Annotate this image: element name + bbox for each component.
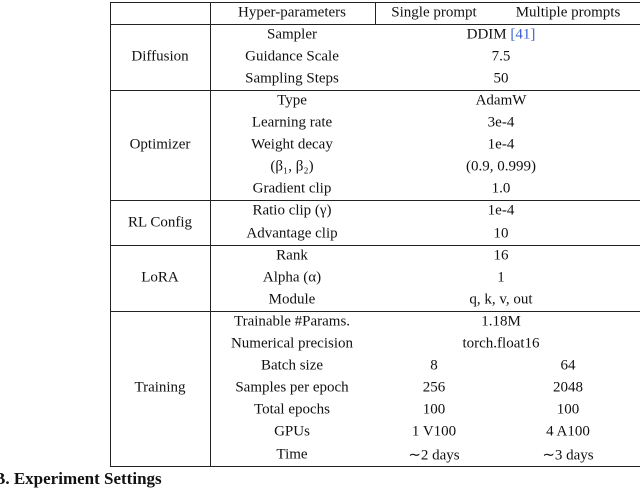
parameter: Samples per epoch: [235, 379, 349, 396]
parameter: Module: [268, 291, 316, 308]
parameter: Gradient clip: [252, 180, 332, 197]
value: q, k, v, out: [469, 291, 533, 308]
parameter: Trainable #Params.: [233, 313, 351, 330]
rule: [110, 1, 111, 467]
value: (0.9, 0.999): [466, 158, 536, 175]
parameter: Advantage clip: [246, 225, 338, 242]
column-header: Hyper-parameters: [238, 4, 346, 21]
value: 10: [493, 225, 509, 242]
multiple-value: 2048: [553, 379, 583, 396]
parameter: Sampling Steps: [245, 70, 339, 87]
rule: [110, 244, 640, 246]
rule: [110, 200, 640, 202]
parameter: Guidance Scale: [245, 48, 339, 65]
multiple-value: ∼3 days: [542, 447, 594, 464]
parameter: (β₁, β₂): [270, 158, 314, 175]
rule: [110, 23, 640, 25]
rule: [210, 1, 211, 467]
parameter: Type: [277, 92, 307, 109]
single-value: 100: [422, 401, 446, 418]
value: torch.float16: [462, 335, 540, 352]
single-value: 1 V100: [411, 423, 457, 440]
parameter: Ratio clip (γ): [252, 202, 332, 219]
parameter: Rank: [276, 247, 308, 264]
parameter: Total epochs: [253, 401, 331, 418]
value: AdamW: [475, 92, 527, 109]
parameter: GPUs: [274, 423, 310, 440]
value: 1.0: [491, 180, 511, 197]
group-name: LoRA: [141, 269, 179, 286]
column-header: Multiple prompts: [515, 4, 621, 21]
value: 1e-4: [487, 202, 515, 219]
single-value: 8: [430, 357, 438, 374]
rule: [375, 1, 376, 24]
parameter: Numerical precision: [230, 335, 354, 352]
value: 1: [497, 269, 505, 286]
citation: [41]: [510, 26, 536, 43]
section-heading: B. Experiment Settings: [0, 469, 162, 488]
multiple-value: 4 A100: [546, 423, 590, 440]
single-value: 256: [422, 379, 446, 396]
rule: [110, 89, 640, 91]
value: DDIM: [466, 26, 507, 43]
parameter: Alpha (α): [262, 269, 322, 286]
parameter: Learning rate: [251, 114, 333, 131]
value: 16: [493, 247, 509, 264]
multiple-value: 64: [560, 357, 576, 374]
rule: [110, 465, 640, 467]
value: 50: [493, 70, 509, 87]
value: DDIM [41]: [467, 26, 536, 43]
parameter: Weight decay: [251, 136, 333, 153]
parameter: Sampler: [267, 26, 317, 43]
parameter: Time: [276, 446, 308, 463]
value: 1.18M: [481, 313, 521, 330]
parameter: Batch size: [260, 357, 324, 374]
group-name: Training: [134, 379, 186, 396]
value: 7.5: [491, 48, 511, 65]
rule: [110, 310, 640, 312]
column-header: Single prompt: [391, 4, 477, 21]
group-name: Diffusion: [131, 48, 189, 65]
group-name: Optimizer: [129, 136, 191, 153]
multiple-value: 100: [556, 401, 580, 418]
single-value: ∼2 days: [408, 447, 460, 464]
value: 1e-4: [487, 136, 515, 153]
value: 3e-4: [487, 114, 515, 131]
group-name: RL Config: [127, 214, 193, 230]
